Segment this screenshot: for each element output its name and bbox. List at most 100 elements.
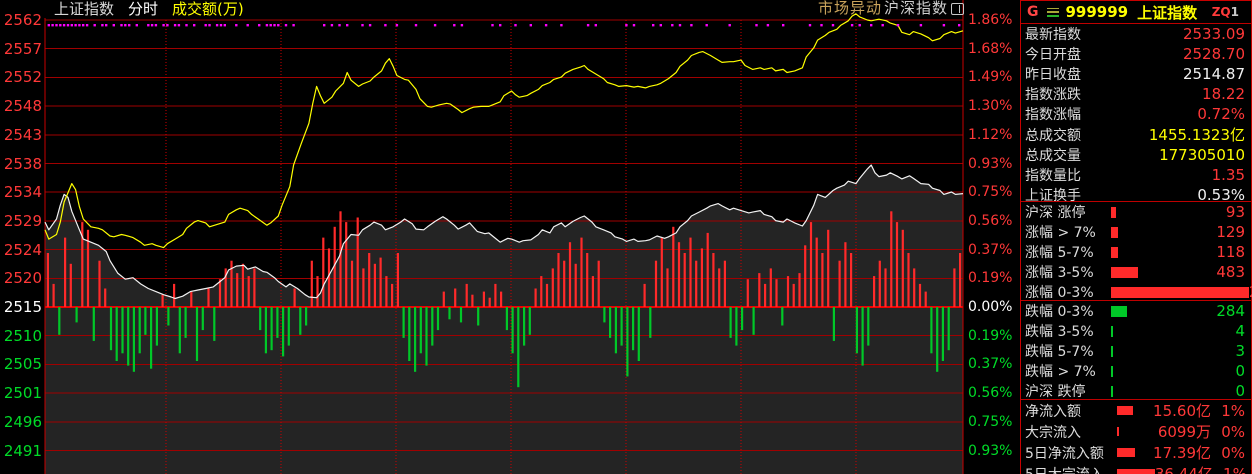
signal-dot <box>560 24 563 27</box>
percent-axis-label: 0.56% <box>968 385 1013 402</box>
quote-label: 指数涨跌 <box>1025 87 1081 103</box>
decliners-row[interactable]: 沪深 跌停 0 <box>1021 381 1251 401</box>
signal-dot <box>690 24 693 27</box>
volume-bar-down <box>138 307 141 354</box>
signal-dot <box>185 24 188 27</box>
decliners-row[interactable]: 跌幅 0-3% 284 <box>1021 301 1251 321</box>
signal-dot <box>514 24 517 27</box>
volume-bar-up <box>81 222 84 307</box>
quote-label: 今日开盘 <box>1025 47 1081 63</box>
signal-dot <box>586 24 590 27</box>
money-flow-row[interactable]: 净流入额 15.60亿 1% <box>1021 400 1251 421</box>
band-label: 涨幅 3-5% <box>1025 265 1094 281</box>
price-axis-label: 2552 <box>3 68 42 87</box>
volume-bar-up <box>712 253 715 307</box>
market-move-button[interactable]: 市场异动 <box>817 0 882 17</box>
hs-index-button[interactable]: 沪深指数 <box>883 0 948 17</box>
signal-dot <box>204 24 207 27</box>
volume-bar-up <box>895 222 899 307</box>
signal-dot <box>59 24 62 27</box>
signal-dot <box>208 24 211 27</box>
volume-bar-down <box>620 307 623 346</box>
volume-bar-down <box>184 307 187 338</box>
signal-dot <box>55 24 58 27</box>
quote-label: 指数量比 <box>1025 168 1081 184</box>
volume-bar-up <box>563 260 566 307</box>
band-count: 483 <box>1216 263 1245 281</box>
volume-bar-down <box>150 307 153 369</box>
price-axis-label: 2557 <box>3 39 42 58</box>
advancers-row[interactable]: 涨幅 3-5% 483 <box>1021 262 1251 282</box>
flow-amount: 15.60亿 <box>1153 402 1211 420</box>
band-label: 跌幅 5-7% <box>1025 344 1094 360</box>
percent-axis-label: 0.75% <box>968 413 1013 430</box>
signal-dot <box>896 24 900 27</box>
volume-bar-up <box>666 268 669 307</box>
volume-bar-down <box>741 307 744 331</box>
volume-bar-up <box>586 253 589 307</box>
band-label: 跌幅 0-3% <box>1025 304 1094 320</box>
signal-dot <box>870 24 873 27</box>
quote-value: 2528.70 <box>1182 45 1245 63</box>
volume-bar-down <box>305 307 308 326</box>
signal-dot <box>384 24 387 27</box>
volume-unit-label: 成交额(万) <box>172 0 244 18</box>
volume-bar-down <box>264 307 267 354</box>
volume-bar-down <box>861 307 864 366</box>
volume-bar-down <box>729 307 732 338</box>
volume-bar-up <box>396 253 399 307</box>
volume-bar-up <box>310 260 313 307</box>
volume-bar-up <box>356 217 359 307</box>
volume-bar-up <box>597 260 600 307</box>
volume-bar-down <box>178 307 181 354</box>
money-flow-section: 净流入额15.60亿1%大宗流入6099万0%5日净流入额17.39亿0%5日大… <box>1021 399 1251 474</box>
volume-bar-up <box>890 211 893 307</box>
flow-percent: 0% <box>1221 443 1245 462</box>
advancers-row[interactable]: 涨幅 0-3% 2478 <box>1021 282 1252 302</box>
menu-icon[interactable] <box>1046 7 1059 17</box>
panel-toggle-icon[interactable] <box>951 2 964 15</box>
volume-bar-up <box>568 242 572 307</box>
chart-title: 上证指数 分时 成交额(万) <box>54 0 244 18</box>
volume-bar-down <box>195 307 199 361</box>
volume-bar-up <box>350 260 354 307</box>
signal-dot <box>414 24 418 27</box>
volume-bar-down <box>941 307 944 361</box>
g-badge[interactable]: G <box>1027 4 1039 20</box>
signal-dot <box>85 24 89 27</box>
money-flow-row[interactable]: 大宗流入 6099万 0% <box>1021 421 1251 442</box>
money-flow-row[interactable]: 5日净流入额 17.39亿 0% <box>1021 442 1251 463</box>
money-flow-row[interactable]: 5日大宗流入 36.44亿 1% <box>1021 463 1251 474</box>
signal-dot <box>124 24 127 27</box>
intraday-chart[interactable] <box>0 0 1020 474</box>
volume-bar-up <box>913 268 916 307</box>
decliners-row[interactable]: 跌幅 > 7% 0 <box>1021 361 1251 381</box>
signal-dot <box>173 24 177 27</box>
stock-name: 上证指数 <box>1137 3 1198 22</box>
signal-dot <box>346 24 349 27</box>
decliners-row[interactable]: 跌幅 3-5% 4 <box>1021 321 1251 341</box>
band-count: 4 <box>1235 322 1245 340</box>
volume-bar-up <box>64 237 67 307</box>
volume-bar-up <box>959 253 962 307</box>
percent-axis-label: 1.68% <box>968 40 1013 57</box>
advancers-row[interactable]: 沪深 涨停 93 <box>1021 202 1251 222</box>
signal-dot <box>678 24 682 27</box>
quote-row: 指数量比 1.35 <box>1021 165 1251 185</box>
volume-bar-up <box>873 276 876 307</box>
advancers-row[interactable]: 涨幅 5-7% 118 <box>1021 242 1251 262</box>
band-count: 129 <box>1216 223 1245 241</box>
flow-bar <box>1117 448 1136 457</box>
signal-dot <box>66 24 70 27</box>
signal-dot <box>820 24 823 27</box>
volume-bar-down <box>781 307 784 326</box>
band-bar <box>1111 206 1117 218</box>
advancers-row[interactable]: 涨幅 > 7% 129 <box>1021 222 1251 242</box>
volume-bar-down <box>276 307 279 338</box>
percent-axis-label: 1.49% <box>968 69 1013 86</box>
decliners-row[interactable]: 跌幅 5-7% 3 <box>1021 341 1251 361</box>
volume-bar-down <box>632 307 635 351</box>
quote-label: 最新指数 <box>1025 27 1081 43</box>
page-indicator: ZQ1 <box>1211 5 1239 19</box>
volume-bar-up <box>316 276 319 307</box>
